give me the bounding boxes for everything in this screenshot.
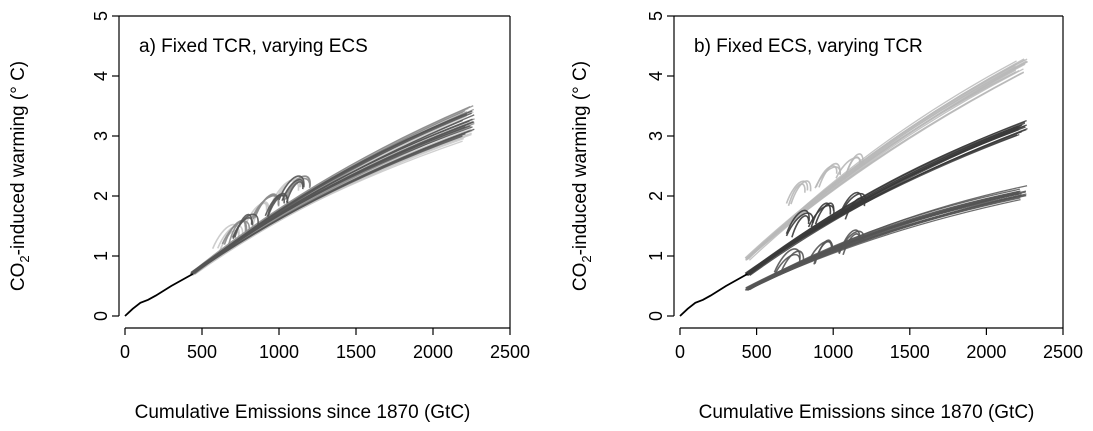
series-line [746, 193, 1019, 289]
y-tick-label: 4 [91, 71, 111, 81]
y-tick-label: 4 [646, 71, 666, 81]
stabilisation-curve [842, 233, 861, 256]
stabilisation-curve [839, 192, 867, 216]
stabilisation-curve [844, 197, 866, 220]
y-axis-label: CO2-induced warming (° C) [8, 61, 32, 291]
series-line [745, 71, 1025, 261]
x-tick-label: 2000 [413, 342, 453, 362]
y-tick-label: 2 [646, 191, 666, 201]
stabilisation-curve [773, 248, 801, 273]
panel-label: b) Fixed ECS, varying TCR [694, 36, 923, 57]
stabilisation-curve [838, 230, 865, 254]
stabilisation-curve [807, 204, 835, 228]
series-line [744, 126, 1026, 276]
y-tick-label: 5 [646, 11, 666, 21]
series-line [194, 130, 470, 274]
stabilisation-curve [791, 215, 810, 238]
stabilisation-curve [211, 223, 240, 250]
series-line [192, 128, 475, 274]
series-line [190, 132, 472, 275]
series-line [191, 136, 466, 276]
stabilisation-curve [813, 240, 833, 265]
series-line [193, 119, 463, 274]
panel-label: a) Fixed TCR, varying ECS [139, 36, 368, 57]
y-tick-label: 1 [646, 251, 666, 261]
stabilisation-curve [810, 202, 832, 228]
series-line [745, 194, 1026, 290]
historical-line [124, 273, 194, 317]
y-tick-label: 0 [646, 311, 666, 321]
x-tick-label: 1000 [813, 342, 853, 362]
stabilisation-curve [790, 180, 812, 205]
series-line [748, 193, 1020, 289]
x-tick-label: 1500 [890, 342, 930, 362]
x-tick-label: 0 [675, 342, 685, 362]
series-line [747, 133, 1020, 274]
y-tick-label: 3 [646, 131, 666, 141]
stabilisation-curve [234, 213, 253, 238]
x-tick-label: 500 [187, 342, 217, 362]
y-tick-label: 5 [91, 11, 111, 21]
x-axis-label: Cumulative Emissions since 1870 (GtC) [699, 402, 1035, 423]
stabilisation-curve [838, 191, 863, 217]
x-axis-label: Cumulative Emissions since 1870 (GtC) [135, 402, 471, 423]
series-line [744, 65, 1016, 259]
series-line [745, 194, 1022, 291]
stabilisation-curve [785, 209, 810, 235]
series-line [190, 140, 463, 274]
stabilisation-curve [254, 193, 280, 218]
y-tick-label: 2 [91, 191, 111, 201]
series-line [192, 133, 472, 276]
stabilisation-curve [281, 178, 304, 201]
x-tick-label: 500 [742, 342, 772, 362]
series-line [747, 194, 1027, 291]
x-tick-label: 1000 [259, 342, 299, 362]
y-tick-label: 0 [91, 311, 111, 321]
series-line [191, 133, 464, 276]
y-tick-label: 3 [91, 131, 111, 141]
historical-line [679, 273, 748, 317]
x-tick-label: 2000 [966, 342, 1006, 362]
series-line [191, 135, 463, 274]
y-axis-label: CO2-induced warming (° C) [570, 61, 594, 291]
series-line [749, 68, 1024, 261]
y-tick-label: 1 [91, 251, 111, 261]
x-tick-label: 1500 [336, 342, 376, 362]
series-line [746, 119, 1027, 274]
x-tick-label: 2500 [1043, 342, 1083, 362]
series-line [745, 69, 1020, 259]
series-line [191, 110, 473, 275]
stabilisation-curve [844, 156, 861, 180]
stabilisation-curve [785, 180, 809, 204]
stabilisation-curve [815, 165, 838, 188]
x-tick-label: 2500 [490, 342, 530, 362]
series-line [192, 138, 464, 276]
series-line [746, 131, 1022, 276]
stabilisation-curve [779, 250, 805, 276]
x-tick-label: 0 [120, 342, 130, 362]
series-line [194, 129, 472, 275]
series-line [190, 134, 469, 275]
